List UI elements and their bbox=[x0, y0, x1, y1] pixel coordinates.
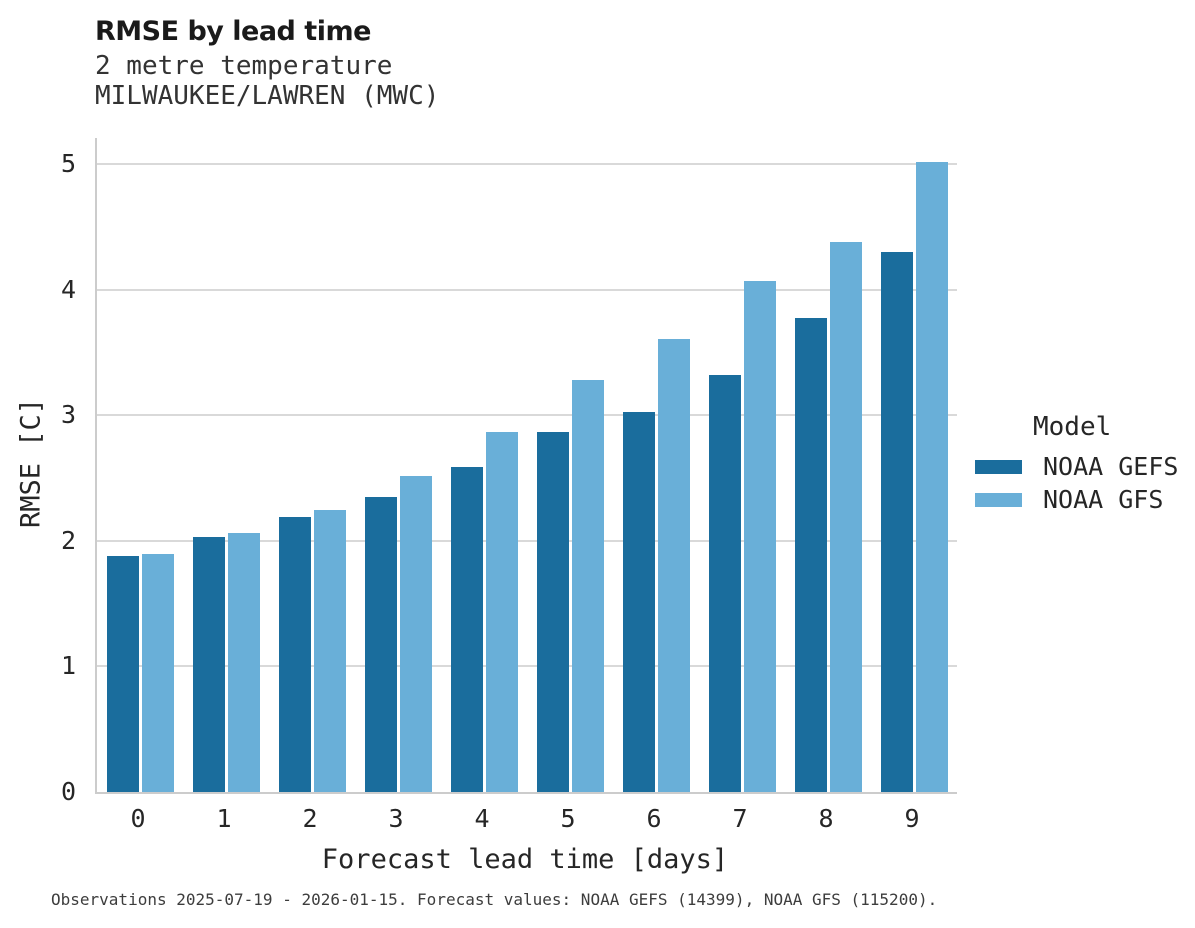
gridline bbox=[97, 288, 957, 291]
bar-noaa-gfs-day5 bbox=[571, 380, 604, 792]
x-axis-title: Forecast lead time [days] bbox=[321, 844, 729, 875]
x-tick-label: 7 bbox=[732, 804, 748, 833]
gridline bbox=[97, 539, 957, 542]
bar-noaa-gefs-day3 bbox=[364, 497, 397, 792]
y-tick-label: 5 bbox=[60, 149, 76, 179]
x-tick-label: 8 bbox=[818, 804, 834, 833]
x-tick-label: 1 bbox=[216, 804, 232, 833]
x-tick-label: 3 bbox=[388, 804, 404, 833]
gridline bbox=[97, 665, 957, 668]
chart-subtitle-variable: 2 metre temperature bbox=[95, 51, 393, 81]
bar-noaa-gfs-day7 bbox=[743, 281, 776, 792]
x-axis-tick-labels: 0 1 2 3 4 5 6 7 8 9 bbox=[95, 804, 955, 836]
bar-noaa-gfs-day9 bbox=[915, 161, 948, 792]
bar-noaa-gfs-day8 bbox=[829, 242, 862, 792]
bar-noaa-gfs-day2 bbox=[313, 509, 346, 792]
gridline bbox=[97, 163, 957, 166]
bar-noaa-gefs-day0 bbox=[106, 556, 139, 792]
bar-noaa-gfs-day4 bbox=[485, 431, 518, 792]
legend-entry: NOAA GEFS bbox=[975, 450, 1190, 483]
bar-noaa-gefs-day5 bbox=[536, 431, 569, 792]
y-tick-label: 1 bbox=[60, 651, 76, 681]
chart-subtitle-station: MILWAUKEE/LAWREN (MWC) bbox=[95, 81, 440, 111]
x-tick-label: 9 bbox=[904, 804, 920, 833]
y-tick-label: 2 bbox=[60, 525, 76, 555]
x-tick-label: 0 bbox=[130, 804, 146, 833]
legend: Model NOAA GEFS NOAA GFS bbox=[975, 412, 1190, 516]
bar-noaa-gfs-day0 bbox=[141, 553, 174, 792]
x-tick-label: 5 bbox=[560, 804, 576, 833]
bar-noaa-gefs-day1 bbox=[192, 537, 225, 792]
bar-noaa-gefs-day2 bbox=[278, 517, 311, 792]
x-tick-label: 4 bbox=[474, 804, 490, 833]
y-tick-label: 4 bbox=[60, 274, 76, 304]
y-axis-title: RMSE [C] bbox=[15, 397, 47, 529]
legend-swatch-icon bbox=[975, 492, 1022, 507]
bar-noaa-gfs-day6 bbox=[657, 338, 690, 792]
bar-noaa-gefs-day6 bbox=[622, 411, 655, 792]
legend-title: Model bbox=[1033, 412, 1112, 442]
footer-caption: Observations 2025-07-19 - 2026-01-15. Fo… bbox=[51, 890, 938, 909]
x-tick-label: 2 bbox=[302, 804, 318, 833]
bar-noaa-gefs-day8 bbox=[794, 317, 827, 792]
bar-noaa-gefs-day4 bbox=[450, 466, 483, 792]
legend-entry: NOAA GFS bbox=[975, 483, 1190, 516]
legend-swatch-icon bbox=[975, 459, 1022, 474]
y-tick-label: 3 bbox=[60, 400, 76, 430]
plot-area bbox=[95, 138, 957, 794]
bar-noaa-gfs-day3 bbox=[399, 475, 432, 792]
bar-noaa-gfs-day1 bbox=[227, 533, 260, 792]
bar-noaa-gefs-day9 bbox=[880, 252, 913, 792]
x-tick-label: 6 bbox=[646, 804, 662, 833]
gridline bbox=[97, 414, 957, 417]
legend-entries: NOAA GEFS NOAA GFS bbox=[975, 450, 1190, 516]
y-axis-tick-labels: 0 1 2 3 4 5 bbox=[0, 138, 80, 805]
legend-label: NOAA GFS bbox=[1043, 485, 1164, 514]
y-tick-label: 0 bbox=[60, 777, 76, 806]
chart-title: RMSE by lead time bbox=[95, 16, 371, 47]
legend-label: NOAA GEFS bbox=[1043, 452, 1179, 481]
bar-noaa-gefs-day7 bbox=[708, 375, 741, 792]
